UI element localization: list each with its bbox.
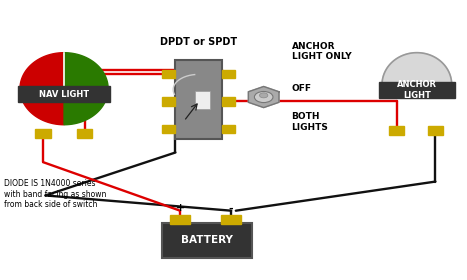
FancyBboxPatch shape: [176, 60, 222, 139]
FancyBboxPatch shape: [222, 97, 235, 106]
Text: -: -: [229, 204, 234, 213]
Text: ANCHOR
LIGHT: ANCHOR LIGHT: [397, 80, 437, 100]
Text: BATTERY: BATTERY: [181, 235, 233, 246]
FancyBboxPatch shape: [162, 223, 252, 258]
Text: DPDT or SPDT: DPDT or SPDT: [160, 37, 237, 46]
Circle shape: [255, 92, 273, 102]
FancyBboxPatch shape: [222, 70, 235, 78]
Text: +: +: [176, 204, 185, 213]
FancyBboxPatch shape: [163, 97, 176, 106]
Circle shape: [260, 93, 268, 98]
FancyBboxPatch shape: [170, 215, 191, 224]
FancyBboxPatch shape: [77, 129, 92, 138]
Polygon shape: [20, 53, 64, 125]
FancyBboxPatch shape: [163, 125, 176, 133]
Text: NAV LIGHT: NAV LIGHT: [39, 90, 89, 99]
Text: BOTH
LIGHTS: BOTH LIGHTS: [291, 112, 328, 132]
Text: ANCHOR
LIGHT ONLY: ANCHOR LIGHT ONLY: [291, 42, 351, 61]
Polygon shape: [382, 53, 452, 85]
Polygon shape: [248, 87, 279, 108]
FancyBboxPatch shape: [163, 70, 176, 78]
Text: DIODE IS 1N4000 series
with band facing as shown
from back side of switch: DIODE IS 1N4000 series with band facing …: [4, 179, 106, 209]
Text: OFF: OFF: [291, 84, 311, 93]
FancyBboxPatch shape: [389, 126, 404, 135]
FancyBboxPatch shape: [428, 126, 443, 135]
FancyBboxPatch shape: [35, 129, 50, 138]
FancyBboxPatch shape: [379, 82, 455, 98]
FancyBboxPatch shape: [195, 91, 210, 109]
FancyBboxPatch shape: [222, 125, 235, 133]
Polygon shape: [64, 53, 108, 125]
FancyBboxPatch shape: [18, 86, 110, 102]
FancyBboxPatch shape: [221, 215, 241, 224]
